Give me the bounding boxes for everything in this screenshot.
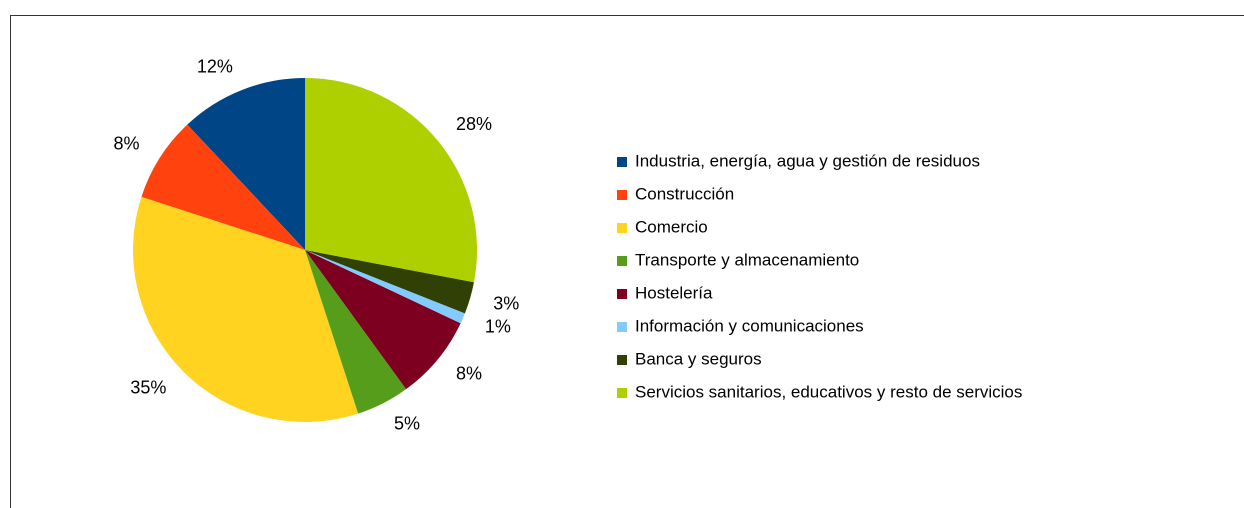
pie-slice (133, 196, 359, 422)
pie-slice (305, 250, 474, 314)
legend-swatch (617, 190, 627, 200)
legend-label: Industria, energía, agua y gestión de re… (635, 151, 980, 170)
data-label: 8% (113, 134, 139, 154)
legend-label: Hostelería (635, 283, 713, 302)
chart-frame (10, 15, 1244, 508)
legend-swatch (617, 289, 627, 299)
data-label: 8% (456, 364, 482, 384)
legend-swatch (617, 388, 627, 398)
legend-swatch (617, 223, 627, 233)
data-label: 12% (197, 57, 233, 77)
legend-swatch (617, 355, 627, 365)
legend-label: Transporte y almacenamiento (635, 250, 859, 269)
data-label: 5% (394, 413, 420, 433)
pie-slice (141, 124, 305, 250)
legend-swatch (617, 322, 627, 332)
data-label: 3% (493, 293, 519, 313)
legend-swatch (617, 256, 627, 266)
legend-label: Información y comunicaciones (635, 316, 864, 335)
legend-label: Construcción (635, 184, 734, 203)
legend-label: Banca y seguros (635, 349, 762, 368)
data-label: 28% (456, 114, 492, 134)
pie-slice (187, 78, 305, 250)
legend-label: Servicios sanitarios, educativos y resto… (635, 382, 1022, 401)
pie-slice (305, 78, 477, 283)
legend-label: Comercio (635, 217, 708, 236)
pie-slice (305, 250, 461, 390)
pie-slice (305, 250, 407, 414)
pie-slice (305, 250, 465, 324)
data-label: 1% (485, 317, 511, 337)
data-label: 35% (130, 377, 166, 397)
legend-swatch (617, 157, 627, 167)
